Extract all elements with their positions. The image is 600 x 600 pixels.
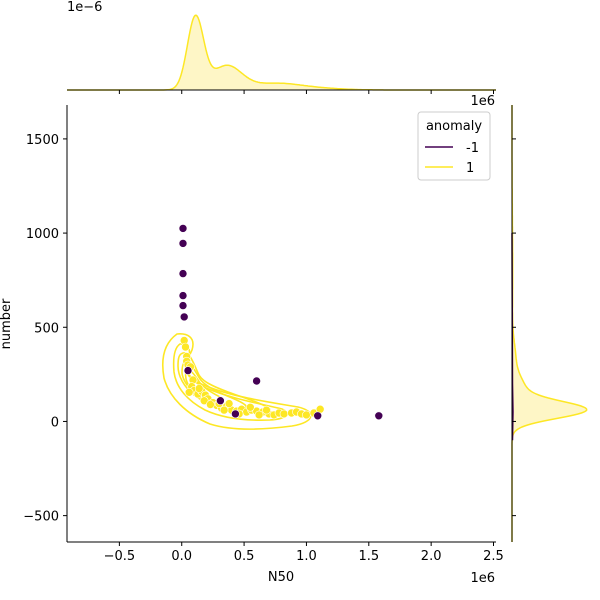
x-axis-label: N50 xyxy=(268,570,294,585)
normal-point xyxy=(254,410,264,420)
top-marginal-kde-line xyxy=(67,14,496,91)
anomaly-point xyxy=(178,269,188,278)
normal-point xyxy=(199,396,209,406)
scatter-points xyxy=(178,224,384,421)
legend-label-anomaly: -1 xyxy=(466,141,479,156)
legend-title: anomaly xyxy=(426,119,482,134)
x-tick-label: 2.0 xyxy=(421,549,442,564)
normal-point xyxy=(219,405,229,415)
x-tick-label: −0.5 xyxy=(104,549,136,564)
top-marginal-ticks xyxy=(118,90,495,94)
legend-box xyxy=(417,111,491,181)
right-marginal-kde-fill xyxy=(512,105,587,542)
x-axis-offset-label: 1e6 xyxy=(470,571,495,586)
legend: anomaly -1 1 xyxy=(417,111,491,181)
y-axis-label: number xyxy=(0,298,14,349)
anomaly-point xyxy=(179,312,189,322)
anomaly-point xyxy=(231,409,240,419)
anomaly-point xyxy=(178,224,188,233)
y-tick-label: 1000 xyxy=(26,227,59,242)
normal-point xyxy=(224,399,234,408)
right-marginal: 1e6 xyxy=(470,94,588,542)
anomaly-point xyxy=(252,376,261,386)
y-tick-label: −500 xyxy=(23,510,59,525)
anomaly-point xyxy=(178,301,188,310)
top-marginal: 1e−6 xyxy=(67,0,496,94)
main-axis-ticks: −0.5 0.0 0.5 1.0 1.5 2.0 2.5 −500 0 500 1000 1500 xyxy=(23,133,504,564)
normal-point xyxy=(246,402,255,412)
y-tick-label: 500 xyxy=(34,321,59,336)
main-plot: −0.5 0.0 0.5 1.0 1.5 2.0 2.5 −500 0 500 1000 1500 N… xyxy=(0,105,504,586)
y-tick-label: 1500 xyxy=(26,133,59,148)
x-tick-label: 0.0 xyxy=(171,549,192,564)
normal-point xyxy=(262,405,271,415)
right-marginal-ticks xyxy=(512,138,516,517)
normal-point xyxy=(302,410,311,420)
y-tick-label: 0 xyxy=(51,415,59,430)
normal-point xyxy=(194,384,204,393)
normal-point xyxy=(181,342,190,352)
anomaly-point xyxy=(216,396,225,406)
x-tick-label: 1.0 xyxy=(296,549,317,564)
anomaly-point xyxy=(374,411,384,421)
right-marginal-offset-label: 1e6 xyxy=(470,94,495,109)
anomaly-point xyxy=(183,366,193,375)
x-tick-label: 0.5 xyxy=(234,549,255,564)
anomaly-point xyxy=(178,239,188,248)
anomaly-point xyxy=(178,291,188,300)
normal-point xyxy=(206,400,215,409)
normal-point xyxy=(279,409,289,419)
right-marginal-kde-line xyxy=(511,105,588,542)
top-marginal-kde-fill xyxy=(67,15,496,91)
normal-point xyxy=(184,387,194,397)
x-tick-label: 1.5 xyxy=(358,549,379,564)
legend-label-normal: 1 xyxy=(466,161,474,176)
x-tick-label: 2.5 xyxy=(483,549,504,564)
anomaly-point xyxy=(313,411,323,421)
top-marginal-offset-label: 1e−6 xyxy=(67,0,102,15)
